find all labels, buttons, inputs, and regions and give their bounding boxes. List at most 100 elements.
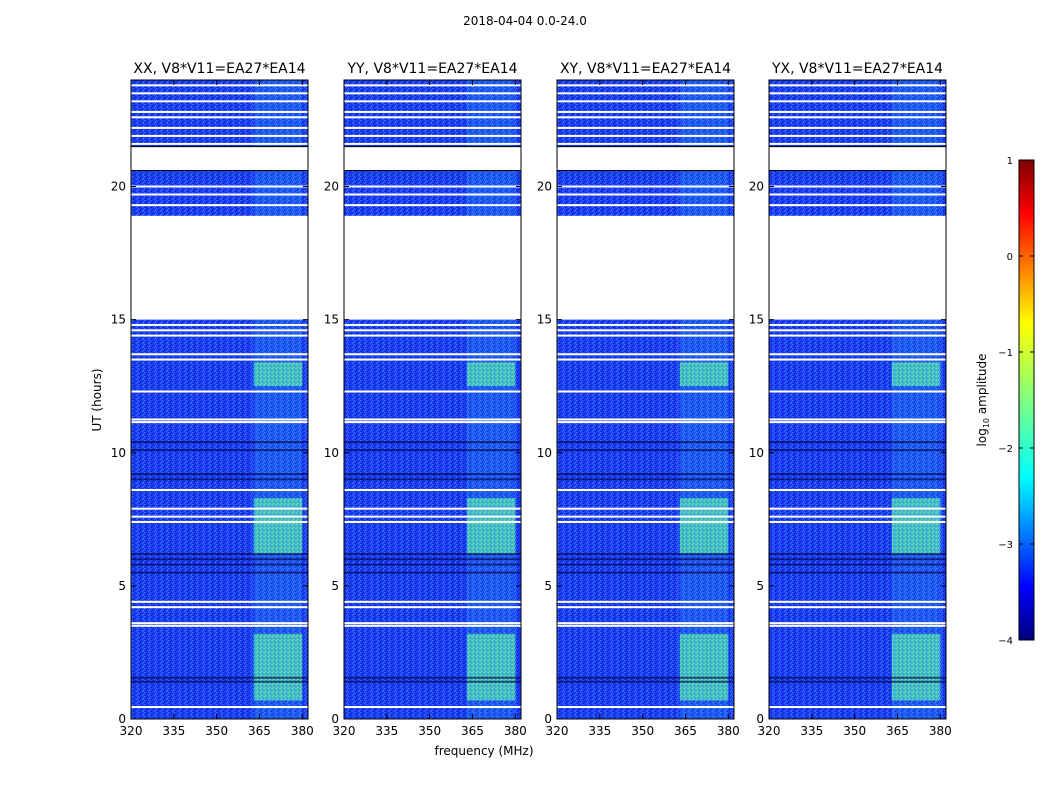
flag-line: [557, 92, 734, 95]
flag-line: [131, 520, 308, 523]
flag-line: [557, 606, 734, 609]
flag-line: [131, 600, 308, 603]
flag-line: [131, 390, 308, 393]
flag-line: [344, 84, 521, 87]
dark-line: [557, 558, 734, 561]
flag-line: [769, 600, 946, 603]
axes-frame: [768, 79, 947, 720]
y-tick-label: 20: [111, 180, 126, 194]
flag-line: [344, 706, 521, 709]
flag-line: [557, 100, 734, 103]
flag-line: [769, 134, 946, 137]
flag-line: [557, 110, 734, 113]
panel-xx: XX, V8*V11=EA27*EA14 320 335 350 365 380 0 5 10 1…: [111, 61, 314, 738]
dark-line: [344, 478, 521, 481]
dark-line: [769, 563, 946, 566]
flag-line: [131, 706, 308, 709]
x-tick-label: 335: [162, 724, 185, 738]
flag-line: [769, 489, 946, 492]
panel-title: YX, V8*V11=EA27*EA14: [771, 61, 943, 77]
flag-line: [344, 624, 521, 627]
colorbar-tick-label: −3: [998, 540, 1013, 551]
x-tick-label: 380: [929, 724, 952, 738]
data-gap: [131, 215, 308, 320]
flag-line: [131, 126, 308, 129]
flag-line: [557, 358, 734, 361]
flag-line: [769, 515, 946, 518]
data-gap: [344, 146, 521, 171]
flag-line: [131, 358, 308, 361]
dark-line: [344, 676, 521, 679]
y-tick-label: 0: [331, 712, 339, 726]
flag-line: [557, 142, 734, 145]
colorbar-tick-label: 0: [1007, 252, 1013, 263]
dark-line: [769, 558, 946, 561]
colorbar-tick-label: −1: [998, 348, 1013, 359]
panel-title: XX, V8*V11=EA27*EA14: [133, 61, 305, 77]
flag-line: [557, 507, 734, 510]
flag-line: [344, 185, 521, 188]
panel-xy: XY, V8*V11=EA27*EA14 320 335 350 365 380 0 5 10 1…: [537, 61, 740, 738]
flag-line: [344, 600, 521, 603]
flag-line: [557, 323, 734, 326]
flag-line: [131, 110, 308, 113]
flag-line: [344, 606, 521, 609]
flag-line: [557, 126, 734, 129]
y-tick-label: 15: [324, 313, 339, 327]
flag-line: [769, 520, 946, 523]
flag-line: [769, 100, 946, 103]
x-tick-label: 365: [886, 724, 909, 738]
x-tick-label: 320: [120, 724, 143, 738]
dark-line: [131, 552, 308, 555]
x-tick-label: 335: [800, 724, 823, 738]
dark-line: [557, 478, 734, 481]
flag-line: [344, 421, 521, 424]
panel-yx: YX, V8*V11=EA27*EA14 320 335 350 365 380 0 5 10 1…: [749, 61, 952, 738]
flag-line: [344, 489, 521, 492]
flag-line: [344, 204, 521, 207]
flag-line: [557, 520, 734, 523]
panel-title: YY, V8*V11=EA27*EA14: [346, 61, 517, 77]
flag-line: [344, 323, 521, 326]
y-tick-label: 20: [749, 180, 764, 194]
flag-line: [131, 507, 308, 510]
dark-line: [769, 441, 946, 444]
x-tick-label: 380: [504, 724, 527, 738]
x-tick-label: 350: [631, 724, 654, 738]
flag-line: [131, 204, 308, 207]
dark-line: [769, 473, 946, 476]
flag-line: [557, 622, 734, 625]
panel-title: XY, V8*V11=EA27*EA14: [560, 61, 731, 77]
dark-line: [131, 676, 308, 679]
dark-line: [557, 449, 734, 452]
x-tick-label: 335: [375, 724, 398, 738]
flag-line: [131, 418, 308, 421]
flag-line: [131, 92, 308, 95]
figure-title: 2018-04-04 0.0-24.0: [463, 14, 587, 28]
dark-line: [344, 441, 521, 444]
colorbar-label: log10 amplitude: [975, 354, 991, 447]
flag-line: [344, 515, 521, 518]
flag-line: [131, 84, 308, 87]
dark-line: [769, 676, 946, 679]
dark-line: [344, 552, 521, 555]
flag-line: [769, 329, 946, 332]
dark-line: [344, 563, 521, 566]
flag-line: [344, 116, 521, 119]
dark-line: [557, 441, 734, 444]
flag-line: [769, 421, 946, 424]
dark-line: [131, 563, 308, 566]
flag-line: [131, 353, 308, 356]
flag-line: [769, 84, 946, 87]
dark-line: [131, 478, 308, 481]
colorbar: [1018, 159, 1035, 641]
dark-line: [344, 571, 521, 574]
y-tick-label: 10: [111, 446, 126, 460]
dark-line: [131, 449, 308, 452]
y-tick-label: 20: [324, 180, 339, 194]
flag-line: [557, 329, 734, 332]
x-tick-label: 365: [461, 724, 484, 738]
data-gap: [131, 146, 308, 171]
flag-line: [131, 323, 308, 326]
flag-line: [131, 606, 308, 609]
